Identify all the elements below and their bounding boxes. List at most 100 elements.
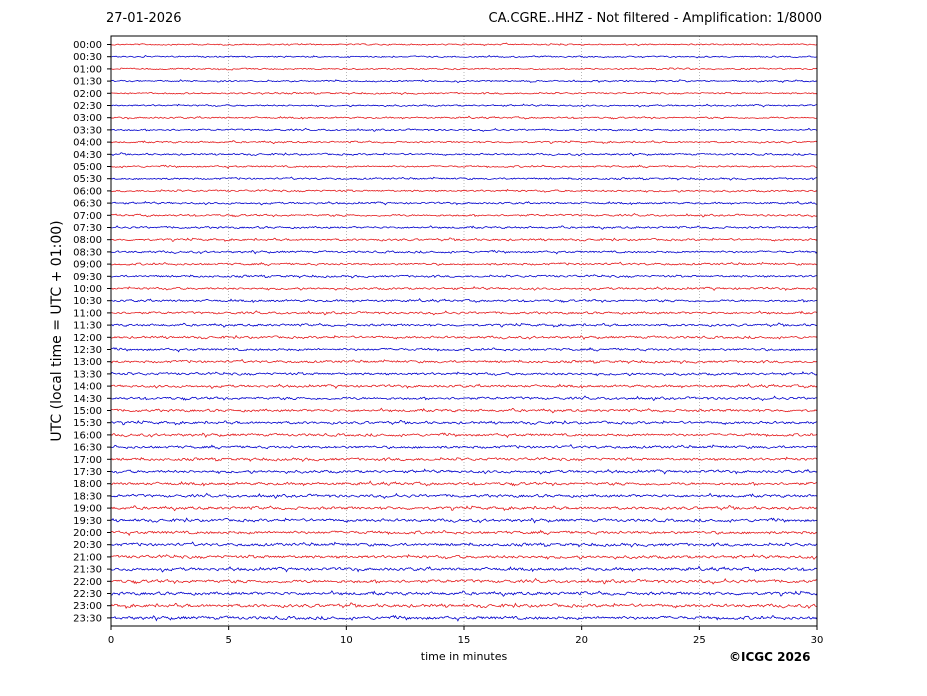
seismic-trace — [110, 42, 818, 47]
row-label: 03:00 — [73, 113, 102, 124]
row-label: 17:00 — [73, 455, 102, 466]
row-label: 00:00 — [73, 40, 102, 51]
seismic-trace — [110, 140, 818, 145]
seismic-trace — [110, 432, 818, 439]
seismic-trace — [110, 334, 818, 341]
seismic-trace — [110, 67, 818, 71]
row-label: 20:30 — [73, 540, 102, 551]
x-tick-label: 0 — [108, 635, 114, 646]
seismic-trace — [110, 79, 818, 84]
seismic-trace — [110, 127, 818, 132]
seismic-trace — [110, 395, 818, 402]
row-label: 21:30 — [73, 565, 102, 576]
seismic-trace — [110, 614, 818, 622]
seismic-trace — [110, 297, 818, 303]
seismic-trace — [110, 310, 818, 316]
seismic-trace — [110, 577, 818, 585]
seismic-trace — [110, 249, 818, 255]
x-axis-title: time in minutes — [421, 650, 508, 663]
x-tick-label: 30 — [811, 635, 824, 646]
x-tick-label: 15 — [458, 635, 471, 646]
row-label: 12:30 — [73, 345, 102, 356]
row-label: 12:00 — [73, 333, 102, 344]
seismic-trace — [110, 322, 818, 328]
station-title: CA.CGRE..HHZ - Not filtered - Amplificat… — [488, 11, 823, 26]
seismic-trace — [110, 504, 818, 512]
row-label: 16:00 — [73, 430, 102, 441]
x-tick-layer: 0 5 10 15 20 25 30 — [108, 626, 824, 646]
seismic-trace — [110, 176, 818, 181]
row-label: 11:30 — [73, 321, 102, 332]
row-label: 10:30 — [73, 296, 102, 307]
seismic-trace — [110, 383, 818, 389]
row-label: 18:00 — [73, 479, 102, 490]
seismic-trace — [110, 358, 818, 365]
row-label: 15:30 — [73, 418, 102, 429]
seismic-trace — [110, 492, 818, 499]
seismic-trace — [110, 152, 818, 157]
row-label: 07:30 — [73, 223, 102, 234]
seismic-trace — [110, 103, 818, 108]
seismic-trace — [110, 444, 818, 450]
row-label: 11:00 — [73, 308, 102, 319]
row-label: 01:30 — [73, 77, 102, 88]
row-label: 04:30 — [73, 150, 102, 161]
x-tick-label: 10 — [340, 635, 353, 646]
seismic-trace — [110, 529, 818, 537]
row-label: 09:30 — [73, 272, 102, 283]
seismic-trace — [110, 164, 818, 169]
seismic-trace — [110, 200, 818, 206]
seismic-trace — [110, 274, 818, 279]
row-label: 18:30 — [73, 491, 102, 502]
row-label: 02:00 — [73, 89, 102, 100]
copyright-label: ©ICGC 2026 — [729, 650, 811, 664]
row-label: 17:30 — [73, 467, 102, 478]
seismic-trace — [110, 115, 818, 120]
row-label: 07:00 — [73, 211, 102, 222]
seismic-trace — [110, 480, 818, 487]
seismic-trace — [110, 517, 818, 524]
seismic-trace — [110, 285, 818, 292]
seismic-trace — [110, 371, 818, 377]
row-label: 01:00 — [73, 64, 102, 75]
row-label: 21:00 — [73, 552, 102, 563]
row-label: 02:30 — [73, 101, 102, 112]
row-label: 06:00 — [73, 186, 102, 197]
seismic-trace — [110, 212, 818, 218]
y-axis-title: UTC (local time = UTC + 01:00) — [49, 220, 65, 441]
row-label: 04:00 — [73, 138, 102, 149]
row-label: 08:30 — [73, 247, 102, 258]
row-label: 20:00 — [73, 528, 102, 539]
row-label: 03:30 — [73, 125, 102, 136]
row-label: 22:00 — [73, 577, 102, 588]
trace-layer — [110, 42, 818, 622]
seismic-trace — [110, 541, 818, 548]
row-label: 13:30 — [73, 369, 102, 380]
seismic-trace — [110, 468, 818, 475]
seismic-trace — [110, 419, 818, 426]
row-label: 23:00 — [73, 601, 102, 612]
row-label: 13:00 — [73, 357, 102, 368]
seismic-trace — [110, 602, 818, 609]
seismic-trace — [110, 407, 818, 414]
row-label: 08:00 — [73, 235, 102, 246]
row-label: 06:30 — [73, 199, 102, 210]
seismic-trace — [110, 565, 818, 573]
seismic-trace — [110, 456, 818, 463]
seismic-trace — [110, 237, 818, 242]
row-label: 19:00 — [73, 504, 102, 515]
x-tick-label: 25 — [693, 635, 706, 646]
row-label: 16:30 — [73, 443, 102, 454]
row-label: 10:00 — [73, 284, 102, 295]
seismic-trace — [110, 553, 818, 560]
seismic-trace — [110, 590, 818, 597]
seismic-trace — [110, 188, 818, 193]
row-label: 05:00 — [73, 162, 102, 173]
seismic-trace — [110, 91, 818, 96]
row-label: 00:30 — [73, 52, 102, 63]
row-label: 14:30 — [73, 394, 102, 405]
row-label: 19:30 — [73, 516, 102, 527]
